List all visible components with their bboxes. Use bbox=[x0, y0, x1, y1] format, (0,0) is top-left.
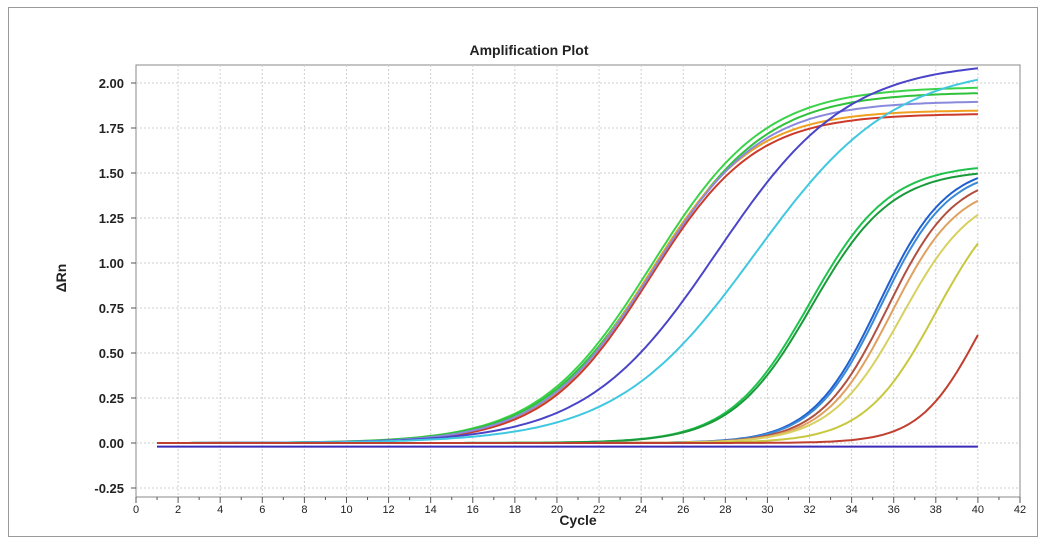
series-line-16 bbox=[157, 334, 979, 444]
y-tick-label: 0.50 bbox=[99, 346, 124, 361]
chart-title: Amplification Plot bbox=[470, 42, 589, 58]
x-tick-label: 34 bbox=[845, 504, 857, 516]
amplification-plot: Amplification Plot 2.00 1.75 1.50 1.25 1.00 0… bbox=[53, 42, 1026, 528]
x-tick-label: 4 bbox=[217, 504, 223, 516]
y-tick-label: -0.25 bbox=[94, 481, 124, 496]
x-tick-label: 38 bbox=[930, 504, 942, 516]
x-tick-label: 16 bbox=[467, 504, 479, 516]
x-tick-label: 14 bbox=[425, 504, 437, 516]
x-axis-ticks: 0 2 4 6 8 10 12 14 16 18 20 22 24 26 28 30 32 34 36 38 40 42 bbox=[133, 497, 1026, 516]
x-tick-label: 30 bbox=[761, 504, 773, 516]
y-tick-label: 2.00 bbox=[99, 76, 124, 91]
x-tick-label: 0 bbox=[133, 504, 139, 516]
y-tick-label: 0.75 bbox=[99, 301, 124, 316]
y-tick-label: 0.00 bbox=[99, 436, 124, 451]
x-tick-label: 2 bbox=[175, 504, 181, 516]
x-tick-label: 20 bbox=[551, 504, 563, 516]
y-axis-label: ΔRn bbox=[53, 264, 69, 293]
x-axis-label: Cycle bbox=[559, 512, 597, 528]
x-tick-label: 10 bbox=[340, 504, 352, 516]
x-tick-label: 32 bbox=[803, 504, 815, 516]
chart-frame: Amplification Plot 2.00 1.75 1.50 1.25 1.00 0… bbox=[8, 7, 1038, 537]
x-tick-label: 18 bbox=[509, 504, 521, 516]
plot-area bbox=[135, 64, 1021, 498]
series-lines bbox=[157, 67, 979, 448]
x-tick-label: 6 bbox=[259, 504, 265, 516]
x-tick-label: 12 bbox=[382, 504, 394, 516]
y-tick-label: 1.00 bbox=[99, 256, 124, 271]
x-tick-label: 36 bbox=[888, 504, 900, 516]
y-tick-label: 1.50 bbox=[99, 166, 124, 181]
x-tick-label: 22 bbox=[593, 504, 605, 516]
y-tick-label: 1.75 bbox=[99, 121, 124, 136]
y-axis-ticks: 2.00 1.75 1.50 1.25 1.00 0.75 0.50 0.25 0.00 -0.2… bbox=[94, 76, 136, 496]
x-tick-label: 42 bbox=[1014, 504, 1026, 516]
x-tick-label: 28 bbox=[719, 504, 731, 516]
x-tick-label: 40 bbox=[972, 504, 984, 516]
x-tick-label: 8 bbox=[301, 504, 307, 516]
y-tick-label: 0.25 bbox=[99, 391, 124, 406]
x-tick-label: 24 bbox=[635, 504, 647, 516]
y-tick-label: 1.25 bbox=[99, 211, 124, 226]
x-tick-label: 26 bbox=[677, 504, 689, 516]
